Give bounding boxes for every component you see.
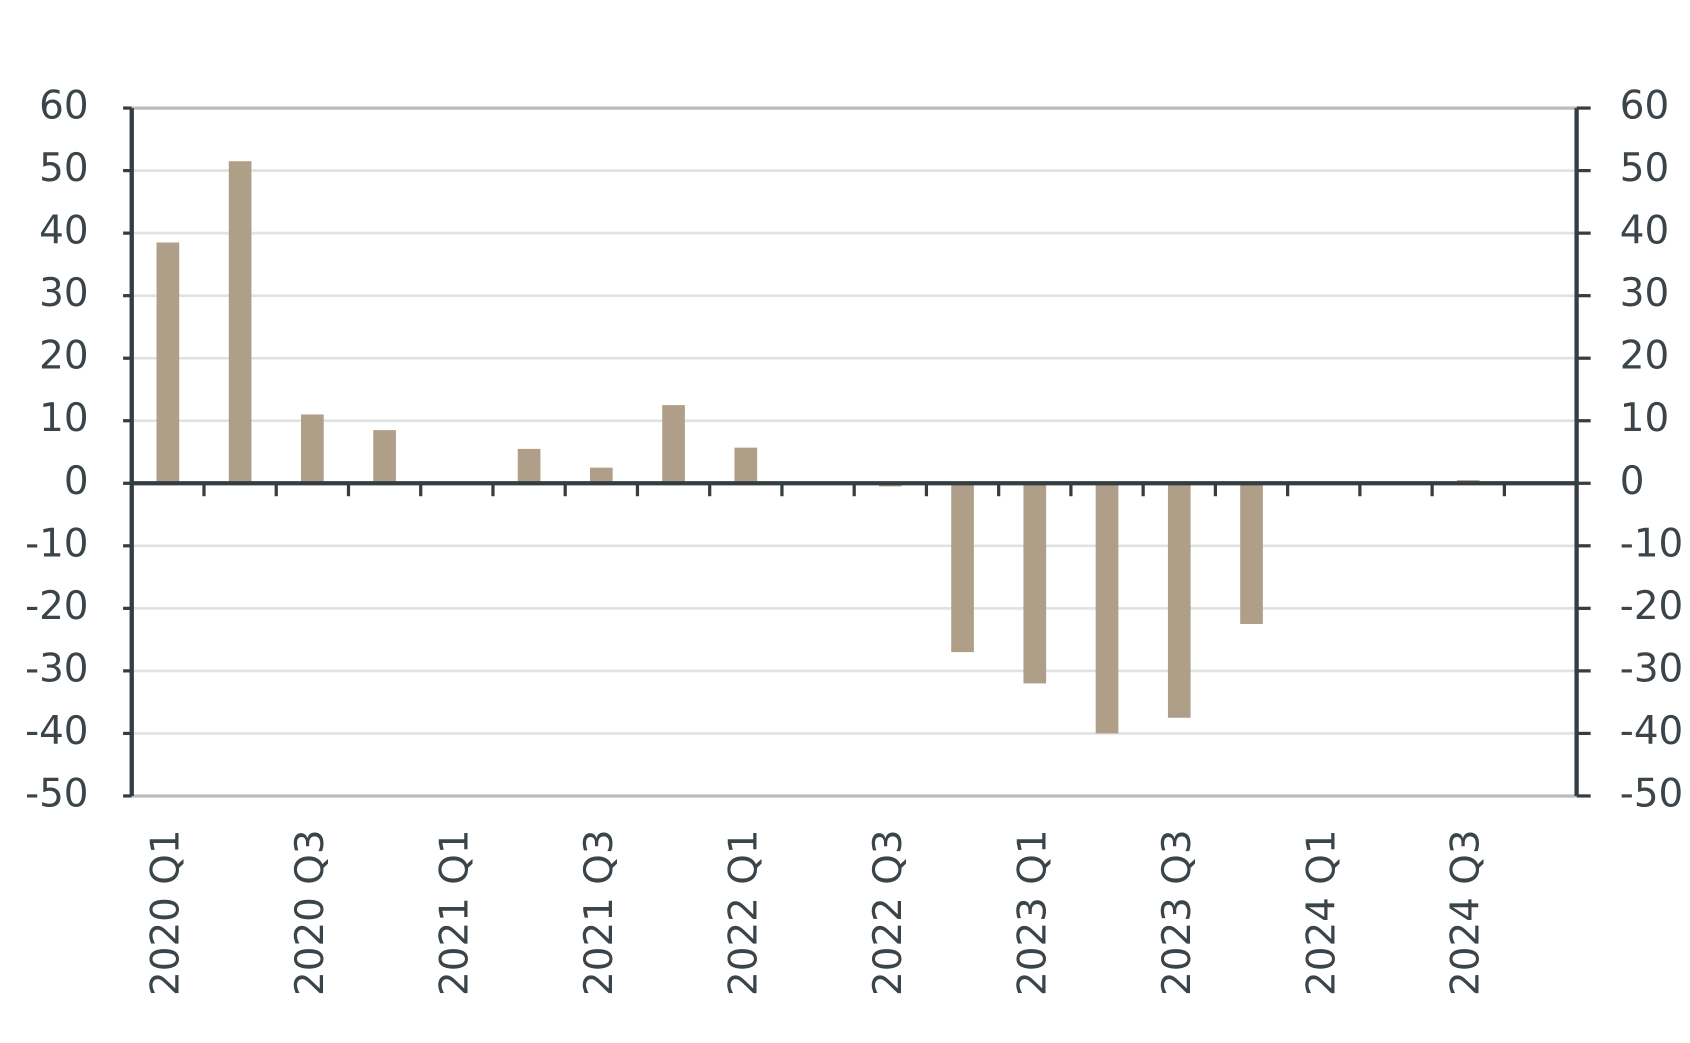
bar — [301, 414, 324, 484]
bar — [1167, 483, 1191, 718]
y-tick-label: 20 — [39, 334, 88, 379]
y-tick-label: -20 — [25, 584, 88, 629]
y2-tick-label: 60 — [1620, 84, 1669, 129]
y2-tick-label: -40 — [1620, 709, 1683, 754]
y-tick-label: 50 — [39, 146, 88, 191]
y-tick-label: 10 — [39, 396, 88, 441]
bar — [517, 448, 541, 484]
x-tick-label: 2022 Q1 — [721, 829, 766, 996]
y2-tick-label: 50 — [1620, 146, 1669, 191]
bar — [662, 405, 685, 484]
y2-tick-label: -50 — [1620, 771, 1683, 816]
x-tick-label: 2023 Q1 — [1010, 829, 1055, 996]
x-tick-label: 2024 Q3 — [1444, 829, 1489, 996]
y2-tick-label: -10 — [1620, 521, 1683, 566]
y2-tick-label: 20 — [1620, 334, 1669, 379]
bar — [156, 242, 180, 484]
y-tick-label: 40 — [39, 209, 88, 254]
y-tick-label: -50 — [25, 771, 88, 816]
x-tick-label: 2020 Q3 — [288, 829, 333, 996]
y-tick-label: -40 — [25, 709, 88, 754]
x-tick-label: 2024 Q1 — [1299, 829, 1344, 996]
y-tick-label: 60 — [39, 84, 88, 129]
x-tick-label: 2023 Q3 — [1155, 829, 1200, 996]
x-tick-label: 2021 Q3 — [577, 829, 622, 996]
bar — [1023, 483, 1047, 684]
y-tick-label: 0 — [64, 459, 89, 504]
y2-tick-label: 10 — [1620, 396, 1669, 441]
bar — [589, 467, 613, 484]
y2-tick-label: 40 — [1620, 209, 1669, 254]
bar — [1095, 483, 1119, 734]
y2-tick-label: 0 — [1620, 459, 1645, 504]
y-tick-label: -10 — [25, 521, 88, 566]
bar — [1240, 483, 1263, 624]
y2-tick-label: -30 — [1620, 646, 1683, 691]
bar — [951, 483, 974, 653]
y2-tick-label: 30 — [1620, 271, 1669, 316]
y2-tick-label: -20 — [1620, 584, 1683, 629]
x-tick-label: 2021 Q1 — [432, 829, 477, 996]
x-tick-label: 2022 Q3 — [866, 829, 911, 996]
y-tick-label: -30 — [25, 646, 88, 691]
x-tick-label: 2020 Q1 — [143, 829, 188, 996]
bar — [734, 447, 758, 484]
bar — [373, 430, 396, 484]
bar — [228, 161, 252, 484]
y-tick-label: 30 — [39, 271, 88, 316]
